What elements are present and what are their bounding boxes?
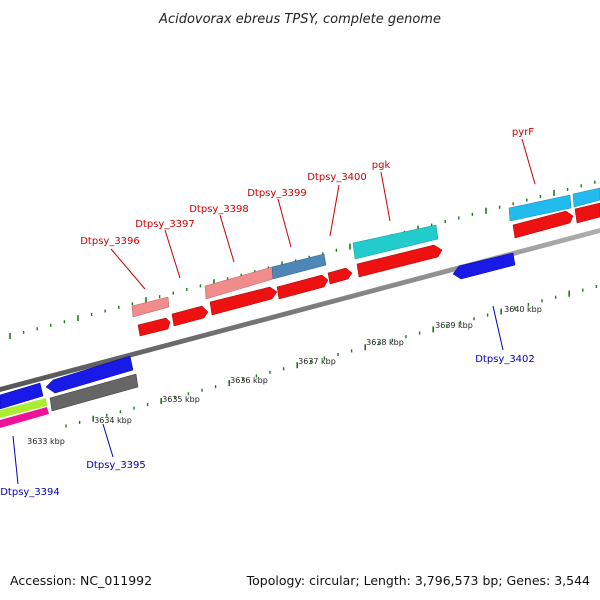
label-dtpsy-3402: Dtpsy_3402 [475, 354, 535, 365]
cds-arrow-3399 [276, 274, 329, 300]
gene-bar-3394-pink [0, 407, 49, 428]
kbp-label-3639: 3639 kbp [435, 321, 473, 330]
cds-arrow-next [574, 202, 600, 224]
label-dtpsy-3395: Dtpsy_3395 [86, 460, 146, 471]
label-pgk: pgk [372, 160, 391, 171]
gene-features [0, 187, 600, 428]
cds-arrow-3394 [0, 382, 44, 410]
cds-arrow-3400 [327, 267, 353, 285]
genome-backbone [0, 228, 600, 392]
gene-bar-next [572, 187, 600, 208]
label-leaders [12, 138, 536, 485]
gene-bar-3395 [49, 373, 139, 412]
accession-text: Accession: NC_011992 [10, 573, 152, 588]
gene-bar-3399 [271, 253, 327, 280]
gene-bar-3396 [131, 296, 170, 318]
gene-bar-3394-green [0, 398, 47, 418]
cds-arrow-3402 [452, 252, 516, 280]
label-dtpsy-3398: Dtpsy_3398 [189, 204, 249, 215]
gene-labels: Dtpsy_3396 Dtpsy_3397 Dtpsy_3398 Dtpsy_3… [0, 127, 535, 498]
kbp-label-3640: 3640 kbp [504, 305, 542, 314]
label-dtpsy-3400: Dtpsy_3400 [307, 172, 367, 183]
kbp-labels: 3633 kbp 3634 kbp 3635 kbp 3636 kbp 3637… [27, 305, 542, 446]
cds-arrow-3395 [45, 355, 134, 394]
kbp-label-3634: 3634 kbp [94, 416, 132, 425]
label-dtpsy-3397: Dtpsy_3397 [135, 219, 195, 230]
label-dtpsy-3399: Dtpsy_3399 [247, 188, 307, 199]
kbp-label-3635: 3635 kbp [162, 395, 200, 404]
cds-arrow-pgk [356, 244, 443, 278]
kbp-label-3637: 3637 kbp [298, 357, 336, 366]
kbp-label-3638: 3638 kbp [366, 338, 404, 347]
gene-bar-pgk [352, 224, 439, 260]
kbp-label-3633: 3633 kbp [27, 437, 65, 446]
cds-arrow-3398 [209, 286, 278, 316]
cds-arrow-3397 [171, 305, 209, 327]
gene-bar-pyrF [508, 194, 572, 222]
label-pyrf: pyrF [512, 127, 534, 138]
label-dtpsy-3396: Dtpsy_3396 [80, 236, 140, 247]
map-title: Acidovorax ebreus TPSY, complete genome [158, 12, 441, 27]
label-dtpsy-3394: Dtpsy_3394 [0, 487, 60, 498]
genome-summary-text: Topology: circular; Length: 3,796,573 bp… [246, 573, 590, 588]
kbp-label-3636: 3636 kbp [230, 376, 268, 385]
cds-arrow-pyrF [512, 210, 574, 239]
cds-arrow-3396 [137, 317, 171, 337]
